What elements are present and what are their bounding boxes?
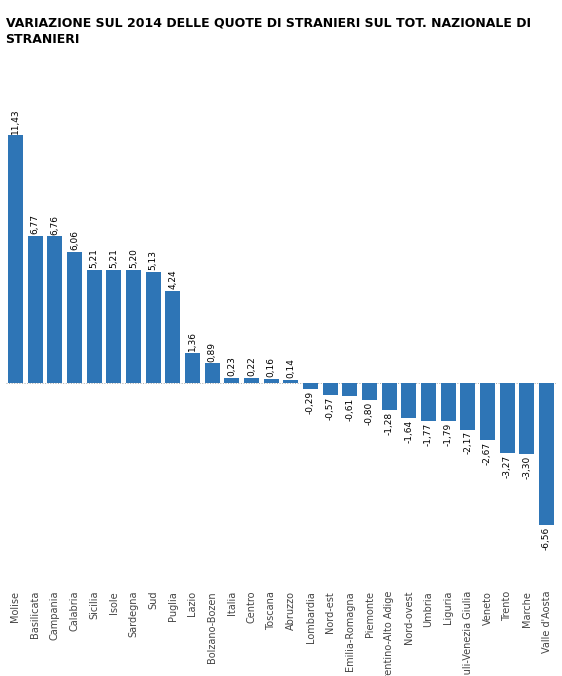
Text: 6,77: 6,77 bbox=[30, 214, 40, 235]
Text: -1,28: -1,28 bbox=[384, 412, 394, 435]
Text: 5,21: 5,21 bbox=[109, 248, 119, 268]
Bar bbox=[342, 383, 357, 396]
Bar bbox=[500, 383, 515, 454]
Text: -3,27: -3,27 bbox=[502, 455, 512, 478]
Text: -0,80: -0,80 bbox=[365, 402, 374, 425]
Text: 4,24: 4,24 bbox=[168, 270, 178, 289]
Bar bbox=[382, 383, 397, 410]
Text: -1,79: -1,79 bbox=[443, 423, 453, 446]
Bar bbox=[146, 272, 161, 383]
Bar bbox=[126, 270, 141, 383]
Bar bbox=[244, 378, 259, 383]
Bar bbox=[303, 383, 318, 389]
Text: -1,64: -1,64 bbox=[404, 420, 414, 443]
Text: 5,13: 5,13 bbox=[148, 250, 158, 270]
Text: -6,56: -6,56 bbox=[542, 526, 551, 550]
Bar bbox=[480, 383, 495, 440]
Bar bbox=[165, 291, 180, 383]
Text: 5,21: 5,21 bbox=[89, 248, 99, 268]
Bar bbox=[28, 236, 43, 383]
Text: -2,67: -2,67 bbox=[483, 442, 492, 465]
Bar bbox=[87, 270, 102, 383]
Bar bbox=[205, 364, 220, 383]
Bar bbox=[519, 383, 534, 454]
Text: 1,36: 1,36 bbox=[188, 331, 197, 352]
Bar bbox=[323, 383, 338, 395]
Text: -0,61: -0,61 bbox=[345, 397, 355, 420]
Bar bbox=[185, 353, 200, 383]
Text: 0,23: 0,23 bbox=[227, 356, 237, 376]
Text: 0,16: 0,16 bbox=[266, 358, 276, 377]
Bar bbox=[441, 383, 456, 421]
Text: -0,29: -0,29 bbox=[306, 391, 315, 414]
Bar bbox=[106, 270, 121, 383]
Text: -2,17: -2,17 bbox=[463, 431, 473, 454]
Text: 0,22: 0,22 bbox=[247, 356, 256, 376]
Text: 11,43: 11,43 bbox=[11, 108, 20, 134]
Text: -3,30: -3,30 bbox=[522, 456, 532, 479]
Bar bbox=[362, 383, 377, 400]
Text: 6,76: 6,76 bbox=[50, 215, 60, 235]
Text: VARIAZIONE SUL 2014 DELLE QUOTE DI STRANIERI SUL TOT. NAZIONALE DI
STRANIERI: VARIAZIONE SUL 2014 DELLE QUOTE DI STRAN… bbox=[6, 17, 531, 46]
Text: 6,06: 6,06 bbox=[70, 230, 79, 250]
Bar bbox=[47, 237, 62, 383]
Bar bbox=[224, 378, 239, 383]
Bar bbox=[264, 379, 279, 383]
Text: -1,77: -1,77 bbox=[424, 422, 433, 446]
Bar bbox=[539, 383, 554, 525]
Bar bbox=[401, 383, 416, 418]
Bar bbox=[67, 251, 82, 383]
Text: 0,14: 0,14 bbox=[286, 358, 296, 378]
Bar bbox=[421, 383, 436, 421]
Text: -0,57: -0,57 bbox=[325, 397, 335, 420]
Bar bbox=[283, 380, 298, 383]
Text: 0,89: 0,89 bbox=[207, 341, 217, 362]
Text: 5,20: 5,20 bbox=[129, 249, 138, 268]
Bar bbox=[8, 135, 23, 383]
Bar bbox=[460, 383, 475, 429]
